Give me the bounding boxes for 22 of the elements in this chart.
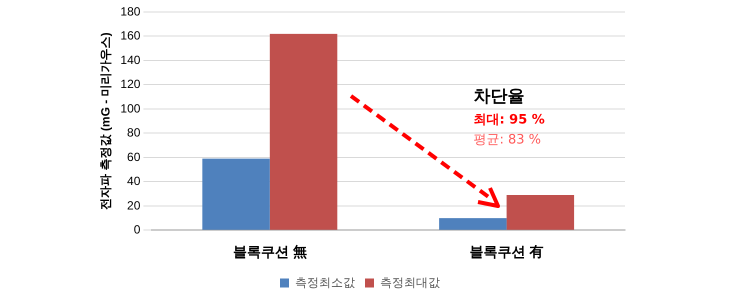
bar [202, 158, 270, 230]
legend-label: 측정최소값 [295, 275, 355, 290]
y-tick-label: 0 [134, 222, 141, 237]
y-tick-label: 180 [120, 4, 141, 18]
y-tick-label: 160 [120, 28, 141, 43]
bar [439, 218, 507, 230]
x-tick-label: 블록쿠션 有 [470, 243, 544, 260]
y-tick-label: 140 [120, 52, 141, 67]
annotation: 평균: 83 % [473, 132, 541, 148]
y-tick-label: 20 [127, 198, 141, 212]
y-tick-label: 80 [127, 126, 141, 140]
y-tick-label: 100 [120, 101, 141, 116]
y-tick-label: 60 [127, 150, 141, 164]
annotation: 차단율 [473, 86, 524, 107]
legend-label: 측정최대값 [380, 275, 440, 290]
y-tick-label: 120 [120, 77, 141, 92]
bar [506, 195, 574, 230]
bar [270, 34, 338, 230]
annotation: 최대: 95 % [473, 112, 545, 128]
y-tick-label: 40 [127, 174, 141, 188]
x-tick-label: 블록쿠션 無 [232, 243, 307, 260]
y-axis-title: 전자파 측정값 (mG - 미리가우스) [98, 32, 113, 210]
